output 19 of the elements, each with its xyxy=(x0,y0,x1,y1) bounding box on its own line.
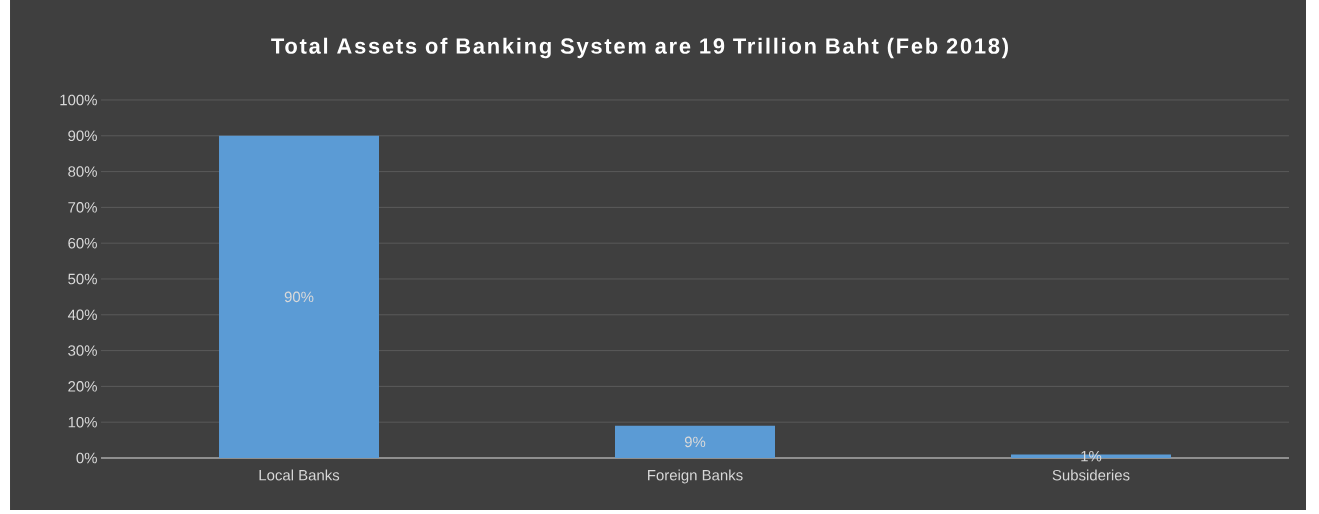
y-tick-label: 70% xyxy=(68,202,97,213)
bar xyxy=(615,425,775,458)
x-tick-label: Foreign Banks xyxy=(648,469,743,484)
y-tick-label: 0% xyxy=(76,452,97,464)
y-tick-label: 10% xyxy=(68,416,97,428)
y-tick-label: 90% xyxy=(68,130,97,142)
y-tick-label: 40% xyxy=(67,309,97,321)
x-tick-label: Local Banks xyxy=(259,469,340,481)
x-tick-label: Subsideries xyxy=(1052,469,1130,481)
y-tick-label: 50% xyxy=(68,273,97,285)
y-tick-label: 60% xyxy=(68,237,97,249)
data-label: 9% xyxy=(684,436,706,448)
y-tick-label: 100% xyxy=(60,94,97,106)
data-label: 90% xyxy=(284,291,314,303)
chart-title: Total Assets of Banking System are 19 Trillion Baht (Feb 2018) xyxy=(271,37,1008,59)
y-tick-label: 80% xyxy=(68,166,97,177)
y-tick-label: 20% xyxy=(68,381,97,392)
y-tick-label: 30% xyxy=(68,345,97,356)
bar xyxy=(219,135,380,458)
